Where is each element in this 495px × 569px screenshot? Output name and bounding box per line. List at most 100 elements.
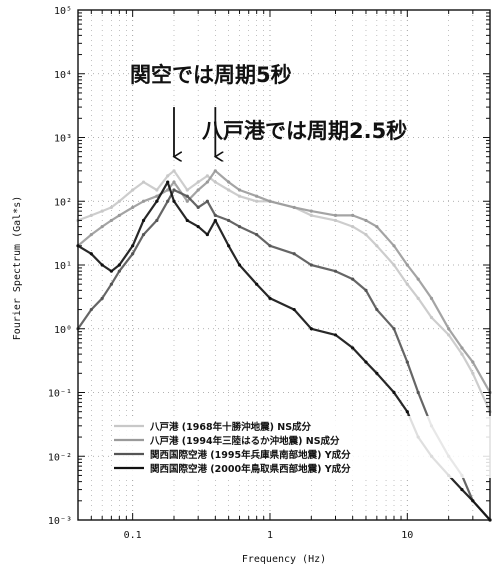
data-point [227, 244, 231, 248]
data-point [89, 307, 93, 312]
data-point [213, 213, 217, 217]
data-point [89, 252, 93, 256]
data-point [100, 209, 104, 213]
data-point [292, 307, 296, 312]
data-point [227, 180, 231, 184]
data-point [205, 232, 209, 237]
data-point [172, 169, 176, 173]
data-point [375, 307, 379, 312]
y-tick-label: 10⁻³ [48, 516, 72, 527]
data-point [205, 180, 209, 184]
series-line [77, 188, 491, 521]
data-point [416, 277, 420, 281]
legend-background [112, 416, 494, 478]
data-point [155, 218, 159, 223]
data-point [237, 194, 242, 198]
data-point [89, 232, 93, 237]
data-point [375, 225, 379, 229]
y-tick-labels: 10⁻³ 10⁻² 10⁻¹ 10⁰ 10¹ 10² 10³ 10⁴ 10⁵ [48, 6, 72, 527]
series-layer [76, 169, 492, 522]
y-tick-label: 10⁰ [54, 325, 72, 336]
data-point [309, 263, 313, 267]
data-point [205, 174, 209, 178]
annotation-kanku-period: 関空では周期5秒 [130, 63, 292, 87]
series-3 [76, 188, 492, 522]
series-line [77, 169, 491, 394]
data-point [131, 252, 135, 256]
data-point [100, 296, 104, 300]
data-point [333, 213, 338, 217]
data-point [227, 218, 231, 223]
x-tick-labels: 0.1 1 10 [124, 530, 414, 541]
data-point [155, 199, 159, 203]
data-point [185, 194, 189, 198]
data-point [268, 296, 272, 300]
x-tick-label: 0.1 [124, 530, 142, 541]
data-point [205, 199, 209, 203]
data-point [405, 282, 409, 286]
data-point [172, 199, 176, 203]
data-point [364, 218, 368, 223]
data-point [460, 346, 464, 350]
data-point [166, 199, 170, 203]
data-point [237, 188, 242, 192]
data-point [351, 225, 355, 229]
data-point [117, 269, 121, 273]
data-point [351, 213, 355, 217]
data-point [351, 346, 355, 350]
legend-label: 関西国際空港 (1995年兵庫県南部地震) Y成分 [150, 449, 351, 461]
data-point [109, 282, 113, 286]
tick-marks [77, 9, 491, 521]
data-point [460, 487, 464, 492]
annotation-hachinohe-period: 八戸港では周期2.5秒 [202, 119, 407, 143]
data-point [255, 199, 259, 203]
data-point [364, 232, 368, 237]
data-point [172, 180, 176, 184]
data-point [375, 371, 379, 375]
y-tick-label: 10⁵ [54, 6, 72, 17]
data-point [196, 205, 200, 210]
data-point [172, 188, 176, 192]
data-point [471, 360, 475, 364]
data-point [196, 188, 200, 192]
y-tick-label: 10⁻² [48, 452, 72, 463]
legend-label: 関西国際空港 (2000年鳥取県西部地震) Y成分 [150, 463, 351, 475]
data-point [155, 194, 159, 198]
data-point [237, 263, 242, 267]
y-tick-label: 10³ [54, 134, 72, 145]
series-line [77, 169, 492, 413]
data-point [141, 199, 146, 203]
data-point [196, 225, 200, 229]
data-point [131, 188, 135, 192]
data-point [392, 244, 396, 248]
y-axis-title: Fourier Spectrum (Gal*s) [12, 196, 23, 341]
data-point [392, 390, 396, 395]
data-point [100, 225, 104, 229]
data-point [117, 213, 121, 217]
data-point [333, 218, 338, 223]
data-point [185, 218, 189, 223]
data-point [375, 244, 379, 248]
data-point [405, 410, 409, 414]
data-point [109, 218, 113, 223]
data-point [292, 252, 296, 256]
data-point [141, 232, 146, 237]
data-point [166, 188, 170, 192]
data-point [185, 199, 189, 203]
y-tick-label: 10² [54, 197, 72, 208]
x-tick-label: 1 [267, 530, 273, 541]
data-point [237, 225, 242, 229]
data-point [196, 180, 200, 184]
data-point [109, 205, 113, 210]
data-point [392, 263, 396, 267]
data-point [309, 209, 313, 213]
data-point [309, 213, 313, 217]
data-point [429, 315, 434, 320]
data-point [364, 288, 368, 292]
data-point [351, 277, 355, 281]
series-1 [76, 169, 492, 414]
data-point [131, 205, 135, 210]
data-point [166, 180, 170, 184]
data-point [255, 232, 259, 237]
